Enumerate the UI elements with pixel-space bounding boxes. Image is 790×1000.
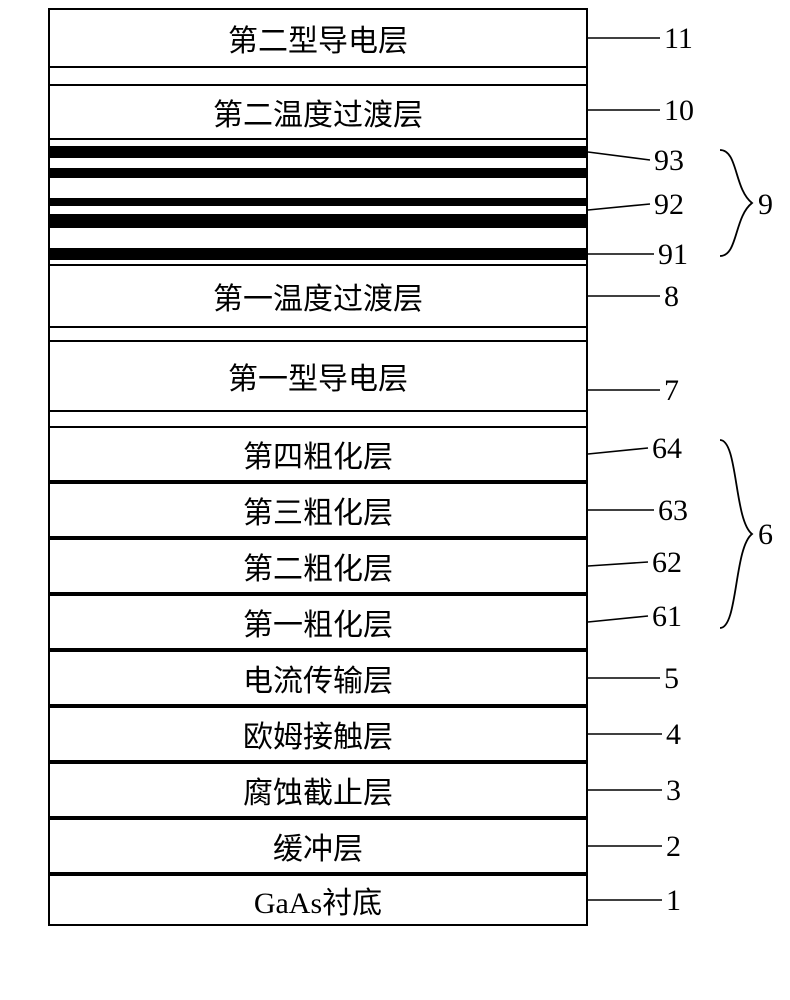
layer-l2: 缓冲层 [48,818,588,874]
ref-label-63: 63 [658,494,688,528]
ref-label-7: 7 [664,374,679,408]
ref-label-61: 61 [652,600,682,634]
gap-layer [48,206,588,214]
layer-l5: 电流传输层 [48,650,588,706]
gap-layer [48,178,588,198]
layer-label: 第一粗化层 [243,600,393,644]
gap-layer [48,412,588,426]
ref-label-62: 62 [652,546,682,580]
layer-l8: 第一温度过渡层 [48,264,588,328]
black-layer [48,146,588,158]
layer-label: 第一温度过渡层 [213,274,423,318]
ref-label-3: 3 [666,774,681,808]
ref-label-91: 91 [658,238,688,272]
ref-label-4: 4 [666,718,681,752]
layer-label: 缓冲层 [273,824,363,868]
brace-label-9: 9 [758,188,773,222]
layer-label: 第二型导电层 [228,16,408,60]
ref-label-92: 92 [654,188,684,222]
layer-l62: 第二粗化层 [48,538,588,594]
layer-label: 第三粗化层 [243,488,393,532]
ref-label-11: 11 [664,22,693,56]
layer-l1: GaAs衬底 [48,874,588,926]
diagram-canvas: { "stack": { "left": 48, "width": 540, "… [0,0,790,1000]
ref-label-93: 93 [654,144,684,178]
brace-label-6: 6 [758,518,773,552]
layer-l7: 第一型导电层 [48,340,588,412]
ref-label-8: 8 [664,280,679,314]
ref-label-1: 1 [666,884,681,918]
gap-layer [48,328,588,340]
gap-layer [48,228,588,248]
layer-l61: 第一粗化层 [48,594,588,650]
layer-label: GaAs衬底 [254,878,382,922]
ref-label-10: 10 [664,94,694,128]
ref-label-2: 2 [666,830,681,864]
ref-label-64: 64 [652,432,682,466]
layer-label: 第一型导电层 [228,354,408,398]
layer-label: 电流传输层 [243,656,393,700]
layer-l3: 腐蚀截止层 [48,762,588,818]
layer-l11: 第二型导电层 [48,8,588,68]
ref-label-5: 5 [664,662,679,696]
layer-label: 腐蚀截止层 [243,768,393,812]
layer-label: 第四粗化层 [243,432,393,476]
layer-label: 第二温度过渡层 [213,90,423,134]
black-layer [48,168,588,178]
black-layer [48,214,588,228]
gap-layer [48,158,588,168]
layer-l63: 第三粗化层 [48,482,588,538]
layer-l64: 第四粗化层 [48,426,588,482]
layer-l4: 欧姆接触层 [48,706,588,762]
layer-label: 第二粗化层 [243,544,393,588]
layer-label: 欧姆接触层 [243,712,393,756]
gap-layer [48,68,588,84]
black-layer [48,248,588,260]
black-layer [48,198,588,206]
layer-l10: 第二温度过渡层 [48,84,588,140]
